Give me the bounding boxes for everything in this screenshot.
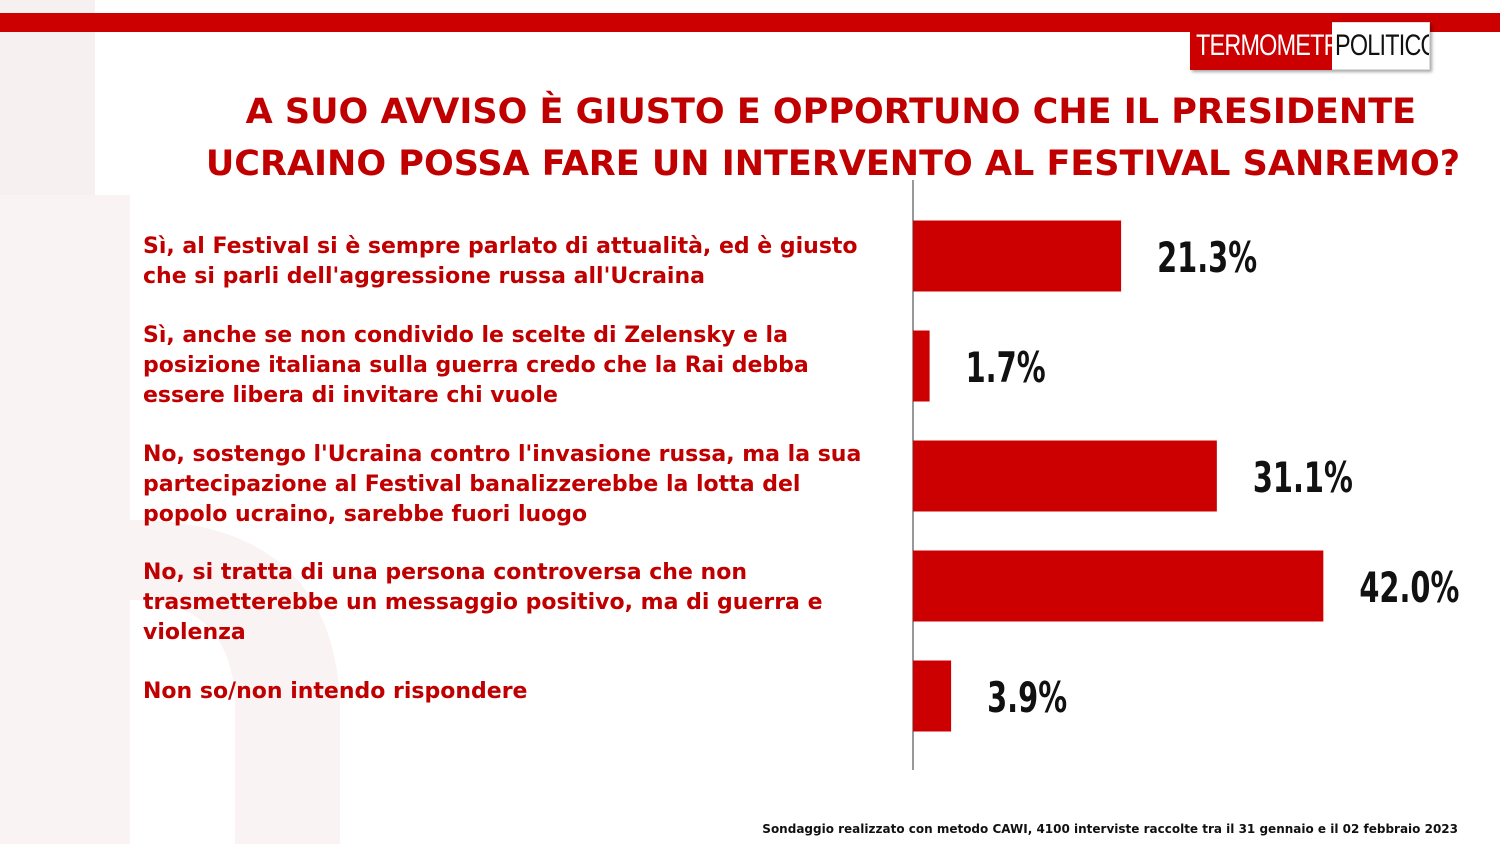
chart-title: A SUO AVVISO È GIUSTO E OPPORTUNO CHE IL… — [40, 86, 1460, 190]
answer-label-5: Non so/non intendo rispondere — [143, 679, 528, 704]
bar-value-label-5: 3.9% — [987, 673, 1067, 722]
footer-note: Sondaggio realizzato con metodo CAWI, 41… — [762, 822, 1458, 836]
brand-logo: TERMOMETRO POLITICO — [1190, 22, 1430, 70]
bar-1 — [913, 220, 1122, 292]
bar-value-label-3: 31.1% — [1253, 453, 1353, 502]
answer-label-1: Sì, al Festival si è sempre parlato di a… — [143, 234, 858, 289]
answer-label-3: No, sostengo l'Ucraina contro l'invasion… — [143, 442, 862, 527]
bar-chart: 21.3% 1.7% 31.1% 42.0% 3.9% — [912, 180, 1459, 770]
brand-logo-part2: POLITICO — [1332, 22, 1430, 70]
answer-label-4: No, si tratta di una persona controversa… — [143, 560, 823, 645]
bar-value-label-4: 42.0% — [1359, 563, 1459, 612]
bar-value-label-1: 21.3% — [1157, 233, 1257, 282]
chart-title-line1: A SUO AVVISO È GIUSTO E OPPORTUNO CHE IL… — [245, 92, 1416, 132]
brand-logo-part1: TERMOMETRO — [1190, 22, 1332, 70]
bar-3 — [913, 440, 1217, 512]
bar-2 — [913, 330, 930, 402]
top-accent-bar — [0, 13, 1500, 32]
bar-4 — [913, 550, 1324, 622]
answer-label-2: Sì, anche se non condivido le scelte di … — [143, 323, 809, 408]
chart-title-line2: UCRAINO POSSA FARE UN INTERVENTO AL FEST… — [205, 144, 1460, 184]
bar-value-label-2: 1.7% — [966, 343, 1046, 392]
bar-5 — [913, 660, 952, 732]
